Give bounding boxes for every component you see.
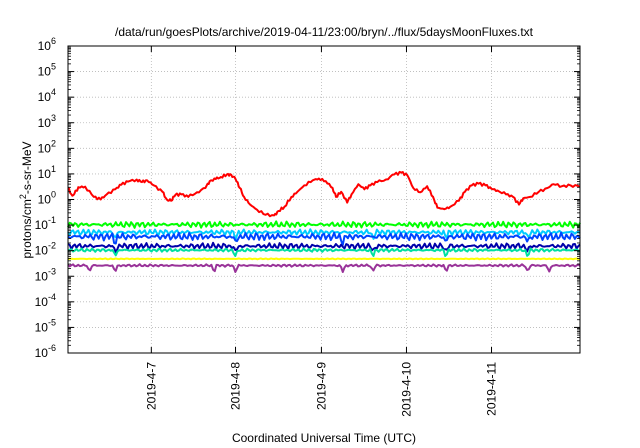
y-tick-label-base: 10 bbox=[38, 39, 52, 53]
y-tick-label-exponent: -5 bbox=[48, 317, 56, 327]
y-tick-label-exponent: -1 bbox=[48, 215, 56, 225]
y-tick-label-exponent: 3 bbox=[51, 113, 56, 123]
x-tick-label: 2019-4-11 bbox=[485, 362, 499, 416]
y-tick-label: 105 bbox=[38, 62, 56, 79]
y-tick-label-exponent: -6 bbox=[48, 343, 56, 353]
y-axis-label-prefix: protons/cm bbox=[20, 199, 34, 258]
y-tick-label-base: 10 bbox=[38, 167, 52, 181]
y-tick-label-base: 10 bbox=[35, 346, 49, 360]
series-line-8 bbox=[67, 263, 581, 273]
y-tick-label: 10-1 bbox=[35, 215, 56, 232]
y-axis-label-suffix: -s-sr-MeV bbox=[20, 141, 34, 194]
y-tick-label: 104 bbox=[38, 87, 56, 104]
y-axis-ticks: 10-610-510-410-310-210-11001011021031041… bbox=[35, 36, 580, 360]
y-tick-label-base: 10 bbox=[35, 320, 49, 334]
y-tick-label: 103 bbox=[38, 113, 56, 130]
y-tick-label-exponent: 5 bbox=[51, 62, 56, 72]
y-tick-label-base: 10 bbox=[35, 244, 49, 258]
series-line-1 bbox=[67, 170, 581, 218]
series-line-4 bbox=[67, 231, 581, 246]
series-line-6 bbox=[67, 247, 581, 257]
series-line-5 bbox=[67, 241, 581, 254]
y-tick-label-base: 10 bbox=[38, 65, 52, 79]
y-axis-label: protons/cm2-s-sr-MeV bbox=[18, 141, 34, 258]
y-tick-label: 10-4 bbox=[35, 292, 56, 309]
y-tick-label-base: 10 bbox=[35, 218, 49, 232]
y-tick-label-base: 10 bbox=[35, 269, 49, 283]
y-axis-label-superscript: 2 bbox=[18, 194, 28, 199]
y-tick-label: 101 bbox=[38, 164, 56, 181]
y-tick-label-exponent: 1 bbox=[51, 164, 56, 174]
y-tick-label-exponent: 2 bbox=[51, 138, 56, 148]
chart-title: /data/run/goesPlots/archive/2019-04-11/2… bbox=[115, 25, 534, 39]
y-tick-label-base: 10 bbox=[38, 116, 52, 130]
y-tick-label-base: 10 bbox=[35, 295, 49, 309]
y-tick-label: 10-6 bbox=[35, 343, 56, 360]
x-axis-ticks: 2019-4-7 2019-4-8 2019-4-9 2019-4-10 2019-4-… bbox=[144, 46, 499, 417]
x-axis-label: Coordinated Universal Time (UTC) bbox=[232, 431, 416, 445]
y-tick-label-exponent: -3 bbox=[48, 266, 56, 276]
series-line-7 bbox=[67, 257, 581, 261]
series-line-2 bbox=[67, 220, 581, 229]
y-tick-label-base: 10 bbox=[38, 90, 52, 104]
y-tick-label-exponent: -2 bbox=[48, 241, 56, 251]
y-tick-label-exponent: 6 bbox=[51, 36, 56, 46]
y-tick-label: 102 bbox=[38, 138, 56, 155]
y-tick-label-base: 10 bbox=[38, 141, 52, 155]
y-tick-label: 106 bbox=[38, 36, 56, 53]
y-tick-label: 10-5 bbox=[35, 317, 56, 334]
x-tick-label: 2019-4-10 bbox=[399, 362, 413, 417]
y-tick-label-exponent: -4 bbox=[48, 292, 56, 302]
y-tick-label: 10-3 bbox=[35, 266, 56, 283]
x-tick-label: 2019-4-9 bbox=[314, 362, 328, 410]
x-tick-label: 2019-4-8 bbox=[229, 362, 243, 410]
y-tick-label-exponent: 4 bbox=[51, 87, 56, 97]
y-tick-label-exponent: 0 bbox=[51, 190, 56, 200]
x-tick-label: 2019-4-7 bbox=[144, 362, 158, 410]
y-tick-label: 10-2 bbox=[35, 241, 56, 258]
y-tick-label: 100 bbox=[38, 190, 56, 207]
y-tick-label-base: 10 bbox=[38, 193, 52, 207]
series-layer bbox=[67, 170, 581, 273]
